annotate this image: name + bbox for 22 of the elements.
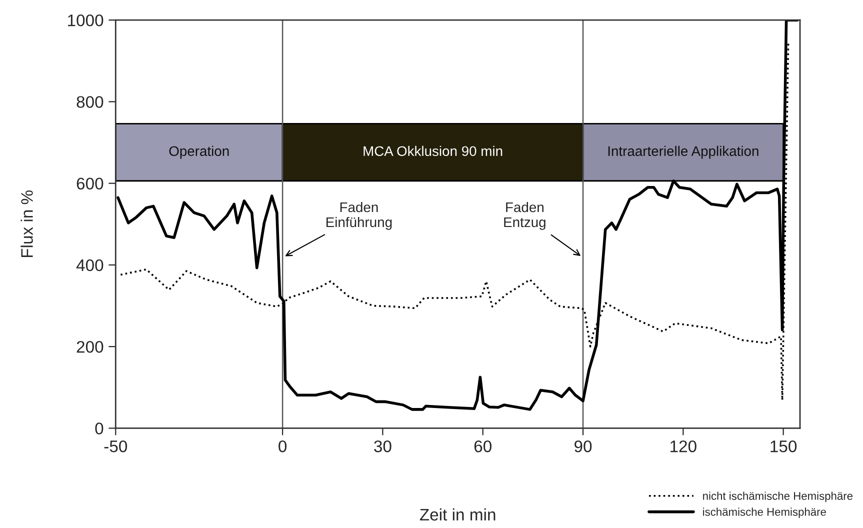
x-tick-label: 150 <box>770 440 797 452</box>
x-tick-label: 0 <box>278 440 287 452</box>
y-tick-label: 200 <box>76 340 104 353</box>
band-label: Intraarterielle Applikation <box>608 146 758 159</box>
legend-label: ischämische Hemisphäre <box>703 508 826 518</box>
y-tick-label: 800 <box>76 96 104 108</box>
band-label: MCA Okklusion 90 min <box>364 146 502 156</box>
y-axis-title: Flux in % <box>20 190 33 258</box>
x-tick-label: 30 <box>374 440 392 452</box>
x-tick-label: -50 <box>104 440 128 452</box>
x-tick-label: 90 <box>574 440 592 452</box>
x-tick-label: 60 <box>474 440 492 452</box>
band-label: Operation <box>169 146 229 159</box>
y-tick-label: 0 <box>95 422 104 434</box>
x-tick-label: 120 <box>670 440 696 452</box>
y-tick-label: 600 <box>76 178 104 190</box>
annotation: Faden Entzug <box>504 202 546 230</box>
x-axis-title: Zeit in min <box>420 508 496 521</box>
y-tick-label: 400 <box>76 259 104 272</box>
legend-label: nicht ischämische Hemisphäre <box>703 492 853 502</box>
annotation: Faden Einführung <box>326 202 392 230</box>
y-tick-label: 1000 <box>68 14 104 26</box>
